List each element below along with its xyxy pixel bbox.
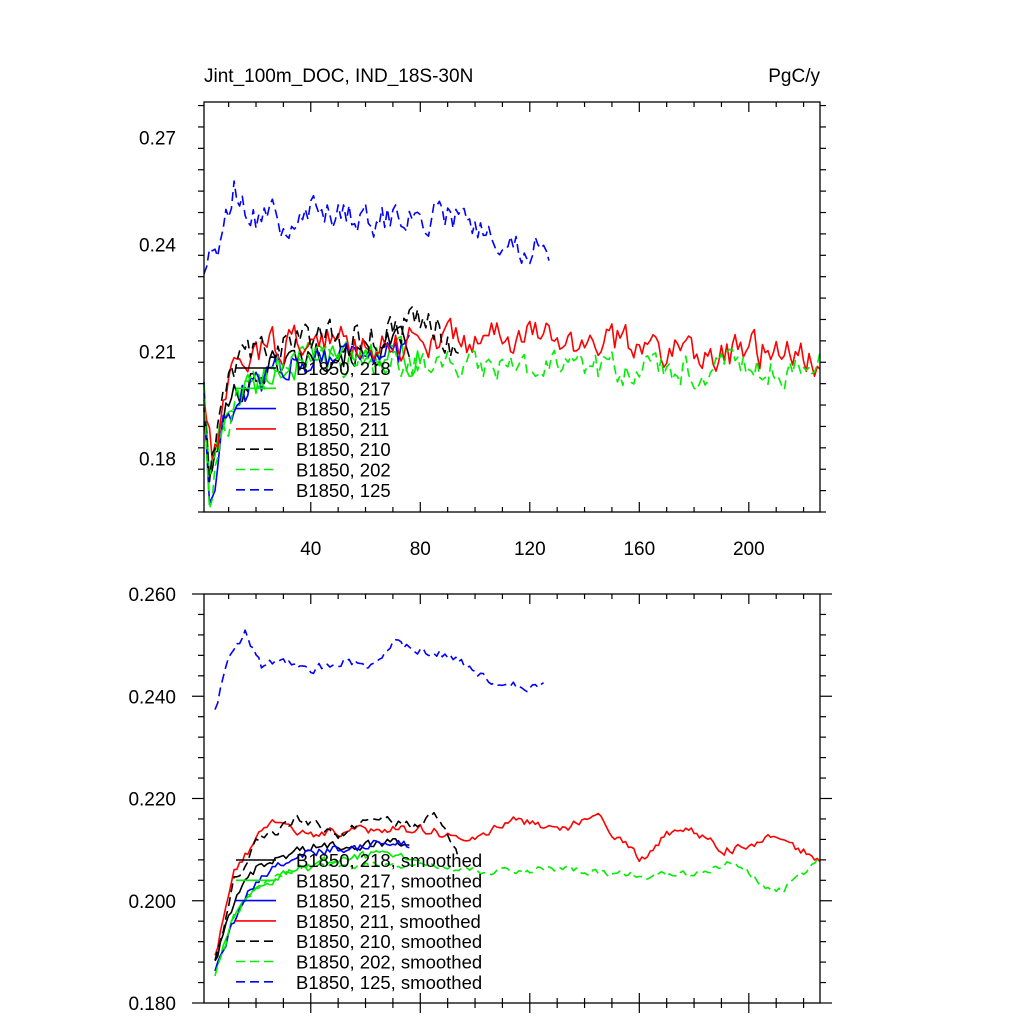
bottom-axes-layer: 0.180 0.200 0.220 0.240 0.260 (128, 585, 832, 1015)
top-panel: Jint_100m_DOC, IND_18S-30N PgC/y 40 80 120… (139, 66, 826, 560)
legend-label-1: B1850, 218, smoothed (296, 850, 482, 871)
x-tick-label: 80 (410, 539, 431, 560)
y-tick-label: 0.260 (128, 585, 176, 606)
legend-label-6: B1850, 202, smoothed (296, 952, 482, 973)
y-tick-label: 0.18 (139, 450, 176, 471)
series-line-4 (203, 317, 821, 460)
legend-label-6: B1850, 202 (296, 460, 391, 481)
series-line-2 (214, 850, 421, 972)
legend-label-5: B1850, 210, smoothed (296, 931, 482, 952)
legend-label-5: B1850, 210 (296, 439, 391, 460)
x-tick-label: 200 (733, 539, 765, 560)
top-series-layer (203, 180, 821, 510)
series-line-6 (214, 856, 821, 977)
series-line-5 (214, 811, 460, 961)
top-axes-layer: 40 80 120 160 200 0.18 0.21 0.24 0.27 (139, 101, 826, 560)
y-tick-label: 0.24 (139, 236, 176, 257)
series-line-7 (214, 629, 544, 710)
legend-label-4: B1850, 211 (296, 419, 389, 440)
legend-label-7: B1850, 125 (296, 480, 391, 501)
x-tick-label: 160 (623, 539, 655, 560)
legend-label-7: B1850, 125, smoothed (296, 972, 482, 993)
plot-frame (203, 101, 821, 513)
legend-label-2: B1850, 217, smoothed (296, 870, 482, 891)
series-line-4 (214, 812, 821, 956)
y-tick-label: 0.27 (139, 129, 176, 150)
series-line-5 (203, 306, 459, 483)
series-line-7 (203, 180, 550, 275)
bottom-series-layer (214, 629, 821, 977)
y-tick-label: 0.180 (128, 994, 176, 1015)
x-tick-label: 120 (514, 539, 546, 560)
top-title-left: Jint_100m_DOC, IND_18S-30N (204, 66, 473, 87)
y-tick-label: 0.200 (128, 892, 176, 913)
legend-label-1: B1850, 218 (296, 358, 391, 379)
top-title-right: PgC/y (768, 66, 820, 87)
series-line-3 (214, 839, 410, 972)
legend-label-3: B1850, 215 (296, 399, 391, 420)
series-line-6 (203, 344, 821, 510)
x-tick-label: 40 (300, 539, 321, 560)
y-tick-label: 0.21 (139, 343, 176, 364)
legend-label-2: B1850, 217 (296, 378, 391, 399)
legend-label-3: B1850, 215, smoothed (296, 891, 482, 912)
y-tick-label: 0.240 (128, 687, 176, 708)
legend-label-4: B1850, 211, smoothed (296, 911, 481, 932)
series-line-3 (203, 334, 411, 504)
y-tick-label: 0.220 (128, 790, 176, 811)
bottom-panel: 0.180 0.200 0.220 0.240 0.260 B1850, 218, sm… (128, 585, 832, 1015)
